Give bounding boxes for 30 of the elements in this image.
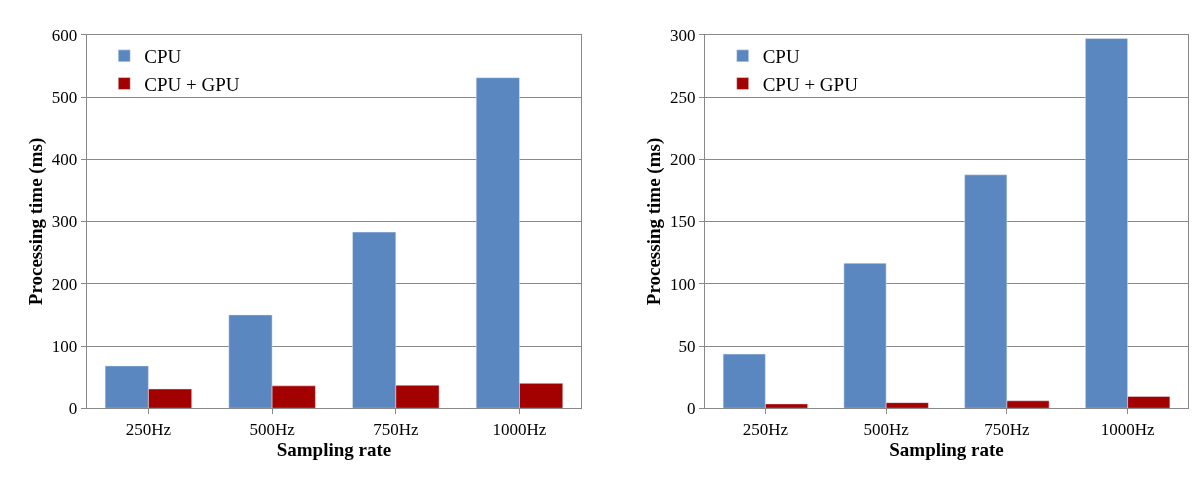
legend-label: CPU	[144, 46, 182, 68]
x-tick-label: 500Hz	[863, 419, 910, 439]
y-tick-label: 500	[51, 87, 78, 107]
x-tick-label: 750Hz	[373, 419, 419, 439]
y-tick-label: 50	[678, 336, 696, 356]
x-axis-title: Sampling rate	[276, 438, 392, 460]
y-axis-title: Processing time (ms)	[24, 137, 47, 306]
y-tick-label: 100	[670, 274, 696, 294]
legend-label: CPU + GPU	[144, 73, 240, 95]
y-tick-label: 400	[51, 150, 78, 170]
y-tick-label: 300	[670, 25, 696, 45]
y-tick-label: 600	[51, 25, 78, 45]
y-tick-label: 150	[670, 212, 696, 232]
y-tick-label: 200	[51, 274, 78, 294]
y-tick-label: 0	[687, 399, 696, 419]
y-tick-label: 300	[51, 212, 78, 232]
y-axis-title: Processing time (ms)	[642, 137, 665, 306]
y-tick-label: 250	[670, 87, 696, 107]
x-tick-label: 750Hz	[984, 419, 1030, 439]
x-tick-label: 1000Hz	[1100, 419, 1155, 439]
x-axis-title: Sampling rate	[889, 438, 1004, 460]
y-tick-label: 100	[51, 336, 78, 356]
y-tick-label: 200	[670, 150, 696, 170]
x-tick-label: 500Hz	[249, 419, 296, 439]
x-tick-label: 250Hz	[742, 419, 789, 439]
legend-label: CPU	[762, 46, 800, 68]
x-tick-label: 1000Hz	[492, 419, 547, 439]
x-tick-label: 250Hz	[125, 419, 172, 439]
legend-label: CPU + GPU	[762, 73, 859, 95]
y-tick-label: 0	[68, 399, 78, 419]
